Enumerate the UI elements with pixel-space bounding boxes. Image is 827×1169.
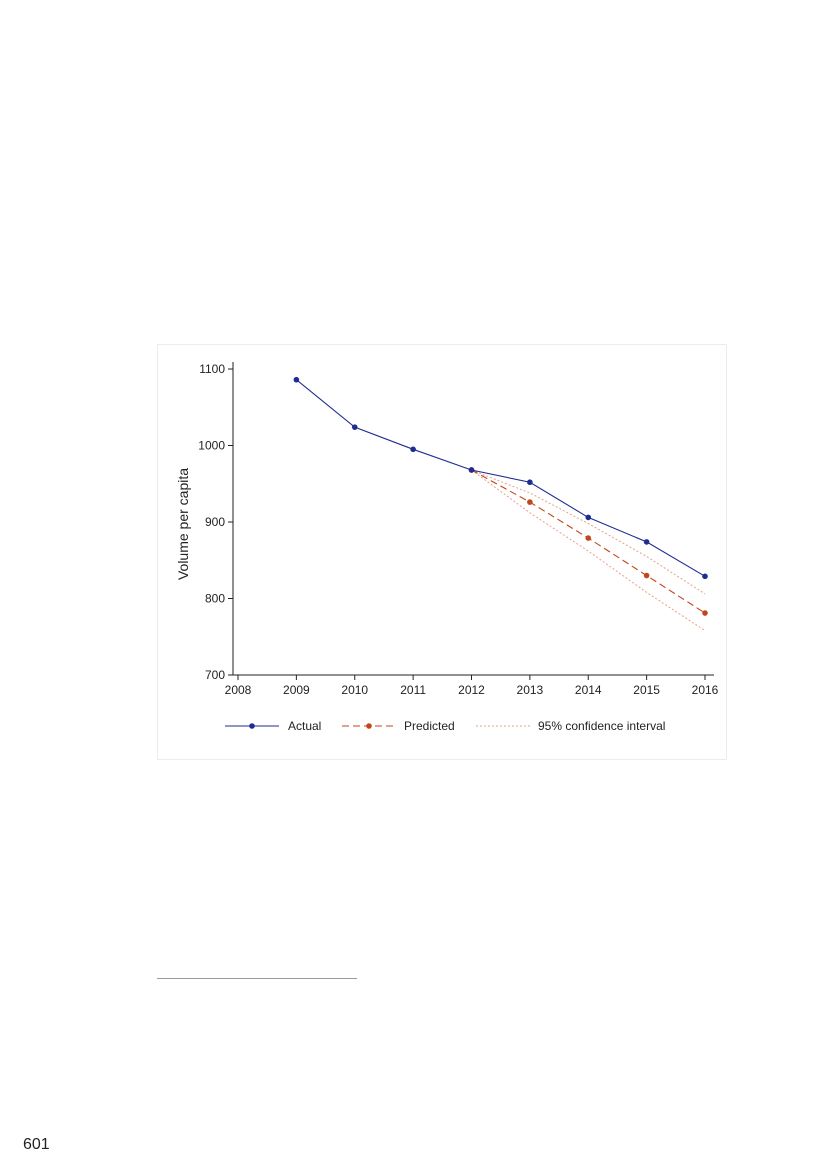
page-number: 601 bbox=[23, 1136, 50, 1153]
ci-line-upper bbox=[471, 469, 706, 595]
actual-point-2012 bbox=[468, 467, 475, 473]
x-axis-ticks: 2008 2009 2010 2011 2012 2013 2014 2015 2016 bbox=[225, 675, 719, 697]
actual-point-2013 bbox=[527, 479, 533, 486]
x-tick-label-2013: 2013 bbox=[517, 683, 544, 697]
y-tick-label-700: 700 bbox=[205, 668, 225, 682]
y-axis-label: Volume per capita bbox=[175, 468, 191, 580]
legend-actual-label: Actual bbox=[288, 719, 321, 733]
y-tick-label-900: 900 bbox=[205, 515, 225, 529]
predicted-line bbox=[471, 469, 706, 614]
actual-point-2015 bbox=[643, 539, 650, 545]
legend-predicted-marker bbox=[366, 723, 372, 729]
chart-frame: 700 800 900 1000 1100 2008 2009 2010 2011 2012 20… bbox=[157, 344, 727, 760]
x-tick-label-2014: 2014 bbox=[575, 683, 602, 697]
x-tick-label-2015: 2015 bbox=[633, 683, 660, 697]
footnote-divider bbox=[157, 978, 357, 979]
actual-line bbox=[296, 379, 706, 577]
legend: Actual Predicted 95% confidence interval bbox=[225, 719, 665, 733]
y-tick-label-1000: 1000 bbox=[198, 439, 225, 453]
predicted-point-2013 bbox=[527, 499, 533, 505]
actual-point-2016 bbox=[702, 573, 708, 580]
actual-point-2010 bbox=[351, 424, 358, 430]
x-tick-label-2011: 2011 bbox=[400, 683, 426, 697]
y-axis-ticks: 700 800 900 1000 1100 bbox=[198, 362, 233, 682]
x-tick-label-2016: 2016 bbox=[692, 683, 719, 697]
legend-actual-marker bbox=[249, 723, 255, 729]
predicted-point-2014 bbox=[585, 535, 592, 541]
y-tick-label-800: 800 bbox=[205, 592, 225, 606]
x-tick-label-2010: 2010 bbox=[341, 683, 368, 697]
predicted-point-2015 bbox=[643, 572, 650, 579]
predicted-point-2016 bbox=[702, 610, 708, 616]
actual-point-2011 bbox=[410, 446, 416, 453]
x-tick-label-2012: 2012 bbox=[458, 683, 485, 697]
series-layer bbox=[293, 376, 708, 632]
actual-point-2014 bbox=[585, 514, 592, 521]
y-tick-label-1100: 1100 bbox=[199, 362, 225, 376]
ci-line-lower bbox=[471, 469, 706, 632]
legend-predicted-label: Predicted bbox=[404, 719, 455, 733]
legend-ci-label: 95% confidence interval bbox=[538, 719, 665, 733]
actual-point-2009 bbox=[293, 376, 300, 383]
chart-axes bbox=[232, 362, 714, 676]
x-tick-label-2008: 2008 bbox=[225, 683, 252, 697]
x-tick-label-2009: 2009 bbox=[283, 683, 310, 697]
